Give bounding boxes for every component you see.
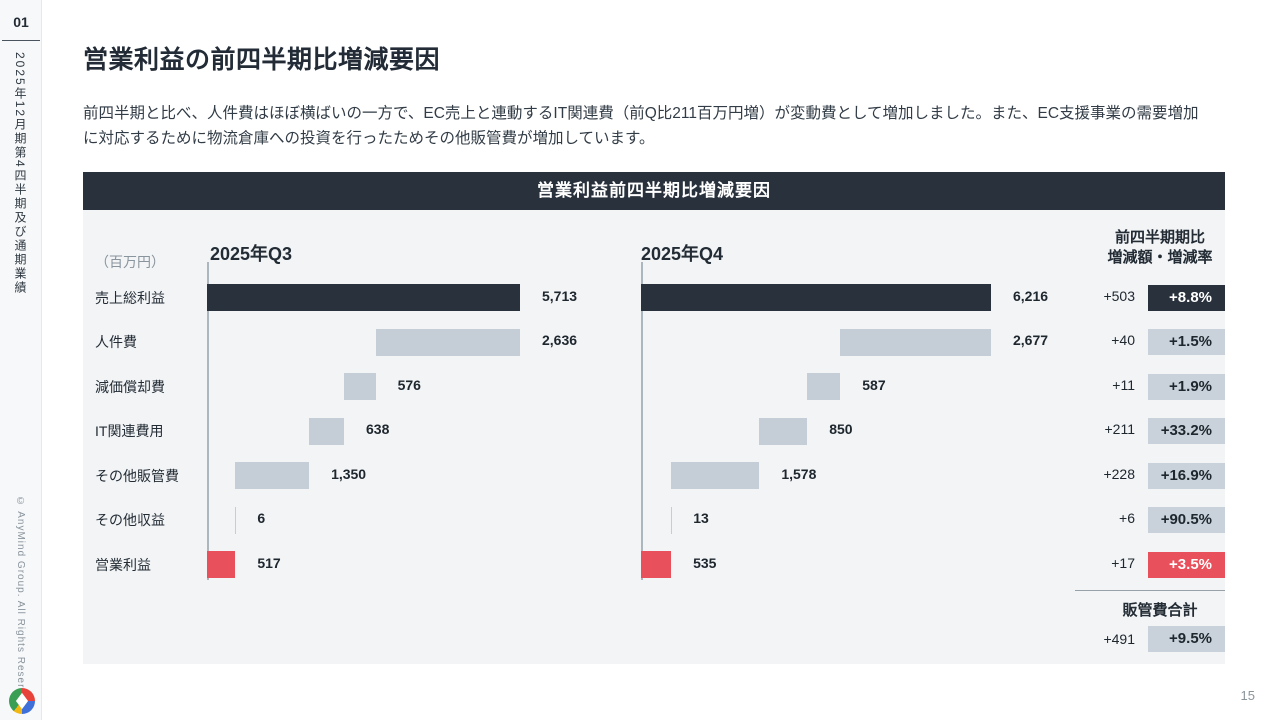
chart-title-q3: 2025年Q3 [210, 244, 293, 264]
bar-2025年Q4-その他収益 [670, 506, 672, 534]
delta-rate-badge: +1.5% [1148, 329, 1225, 355]
delta-rate-badge: +3.5% [1148, 551, 1225, 578]
bar-2025年Q3-その他収益 [235, 506, 237, 534]
delta-header-line1: 前四半期期比 [1114, 229, 1205, 246]
bar-value: 517 [257, 554, 281, 571]
row-label: その他販管費 [95, 467, 179, 484]
sidebar: 01 2025年12月期第4四半期及び通期業績 © AnyMind Group.… [0, 0, 42, 720]
sga-total-amount: +491 [1103, 631, 1135, 647]
delta-amount: +40 [1111, 332, 1135, 348]
delta-amount: +211 [1104, 421, 1136, 437]
bar-2025年Q3-営業利益 [207, 551, 236, 578]
bar-value: 2,677 [1013, 332, 1049, 348]
bar-2025年Q4-売上総利益 [641, 284, 991, 311]
bar-2025年Q3-減価償却費 [344, 373, 376, 400]
delta-rate-badge: +33.2% [1148, 418, 1225, 444]
delta-rate-badge: +16.9% [1148, 462, 1225, 489]
delta-rate-badge: +1.9% [1148, 373, 1225, 400]
delta-rate-badge: +90.5% [1148, 507, 1225, 533]
bar-2025年Q3-売上総利益 [207, 284, 520, 311]
delta-column-header: 前四半期期比 増減額・増減率 [1095, 228, 1225, 268]
delta-amount: +503 [1103, 287, 1135, 304]
bar-value: 638 [366, 421, 390, 437]
bar-value: 587 [862, 376, 886, 393]
page-title: 営業利益の前四半期比増減要因 [83, 46, 441, 74]
bar-value: 1,578 [781, 465, 817, 482]
bar-2025年Q4-IT関連費用 [759, 417, 808, 445]
row-label: IT関連費用 [95, 423, 164, 439]
anymind-logo-icon [9, 688, 35, 714]
row-label: その他収益 [95, 512, 165, 528]
bar-value: 5,713 [542, 287, 578, 304]
bar-value: 535 [693, 554, 717, 571]
delta-amount: +6 [1119, 510, 1135, 526]
row-label: 人件費 [95, 334, 137, 350]
bar-2025年Q4-営業利益 [641, 551, 672, 578]
axis-line-q3 [207, 262, 209, 580]
chart-panel-title: 営業利益前四半期比増減要因 [83, 172, 1225, 210]
unit-label: （百万円） [95, 254, 165, 270]
sga-separator-line [1075, 590, 1225, 591]
bar-value: 850 [829, 421, 853, 437]
copyright-text: © AnyMind Group. All Rights Reserved. [15, 496, 26, 712]
sga-total-rate-badge: +9.5% [1148, 626, 1225, 652]
bar-value: 6 [257, 510, 266, 526]
delta-amount: +17 [1111, 554, 1135, 571]
bar-value: 2,636 [542, 332, 578, 348]
sga-total-label: 販管費合計 [1122, 602, 1198, 619]
bar-2025年Q4-その他販管費 [670, 462, 760, 489]
delta-amount: +228 [1103, 465, 1135, 482]
bar-2025年Q3-その他販管費 [235, 462, 310, 489]
bar-value: 6,216 [1013, 287, 1049, 304]
delta-rate-badge: +8.8% [1148, 284, 1225, 311]
bar-2025年Q3-IT関連費用 [309, 417, 345, 445]
axis-line-q4 [641, 262, 643, 580]
bar-2025年Q4-人件費 [840, 328, 991, 356]
chart-title-q4: 2025年Q4 [641, 244, 724, 264]
section-number: 01 [13, 14, 29, 30]
bar-value: 13 [693, 510, 709, 526]
delta-header-line2: 増減額・増減率 [1107, 249, 1213, 266]
row-label: 営業利益 [95, 556, 151, 573]
bar-2025年Q4-減価償却費 [807, 373, 841, 400]
section-divider [2, 40, 40, 41]
delta-amount: +11 [1112, 376, 1135, 393]
row-label: 減価償却費 [95, 378, 165, 395]
bar-value: 576 [397, 376, 421, 393]
chart-panel: 営業利益前四半期比増減要因 （百万円） 2025年Q3 2025年Q4 前四半期… [83, 172, 1225, 664]
chart-body: （百万円） 2025年Q3 2025年Q4 前四半期期比 増減額・増減率 売上総… [83, 210, 1225, 664]
section-title-vertical: 2025年12月期第4四半期及び通期業績 [13, 52, 27, 295]
bar-value: 1,350 [331, 465, 367, 482]
bar-2025年Q3-人件費 [375, 328, 520, 356]
page-number: 15 [1240, 688, 1255, 703]
body-text: 前四半期と比べ、人件費はほぼ横ばいの一方で、EC売上と連動するIT関連費（前Q比… [83, 105, 1199, 148]
row-label: 売上総利益 [95, 289, 165, 306]
